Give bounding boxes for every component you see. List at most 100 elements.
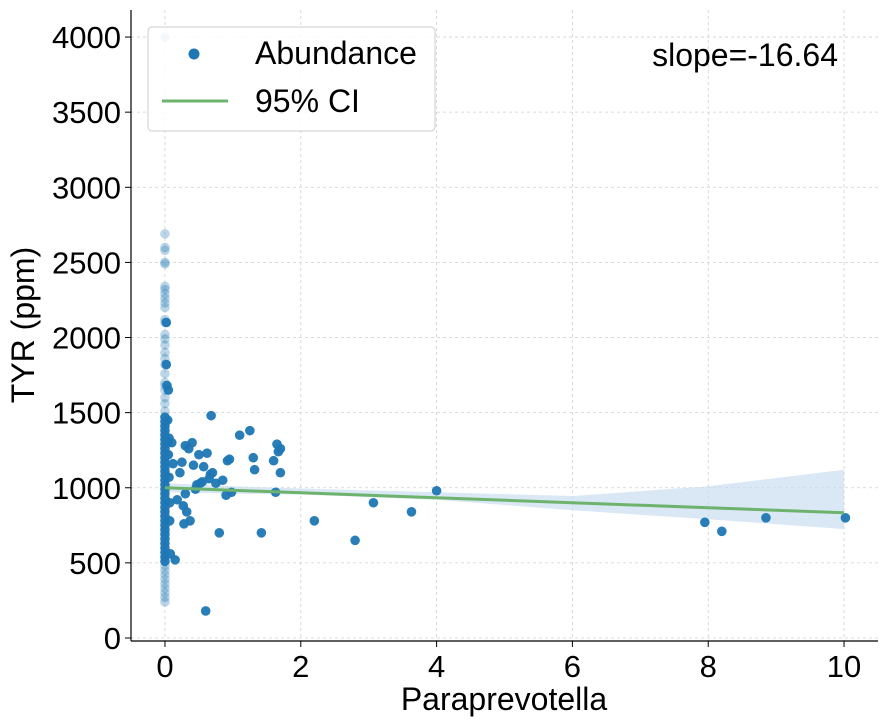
legend-box <box>147 26 436 132</box>
data-point <box>256 528 267 538</box>
data-point <box>160 302 170 313</box>
ticks: 0 2 4 6 8 10 0 500 1000 1500 2000 2500 3000 3500 4000 <box>52 20 861 684</box>
data-point <box>160 293 170 304</box>
data-point <box>168 458 178 469</box>
data-point <box>160 570 170 580</box>
data-point <box>160 398 170 409</box>
y-tick-label: 500 <box>69 546 121 581</box>
data-point <box>160 561 170 571</box>
data-point <box>160 259 170 269</box>
data-point <box>224 454 235 465</box>
x-tick-label: 4 <box>428 649 445 684</box>
data-point <box>164 497 175 508</box>
data-point <box>160 583 170 594</box>
x-tick-label: 10 <box>827 649 861 684</box>
regression-line-layer <box>164 486 845 515</box>
data-point <box>160 588 170 598</box>
data-point <box>175 467 185 478</box>
data-point <box>160 565 170 576</box>
data-point <box>160 245 170 256</box>
axes <box>130 10 878 642</box>
y-tick-label: 2500 <box>52 245 121 280</box>
data-point <box>206 410 216 421</box>
data-point <box>198 461 209 472</box>
data-point <box>309 516 320 526</box>
data-point <box>268 455 279 466</box>
data-point <box>160 298 170 308</box>
data-point <box>181 506 192 517</box>
data-point <box>160 340 170 350</box>
data-point <box>170 555 180 565</box>
data-point <box>717 526 727 537</box>
x-axis-label: Paraprevotella <box>401 681 608 717</box>
data-point <box>160 289 170 299</box>
data-point <box>160 281 170 292</box>
data-point <box>160 242 170 253</box>
data-point <box>185 516 195 526</box>
data-point <box>431 485 442 496</box>
legend: Abundance 95% CI <box>147 26 436 132</box>
data-point <box>160 368 170 379</box>
y-tick-label: 3000 <box>52 170 121 205</box>
data-point <box>163 449 174 460</box>
data-point <box>160 347 170 358</box>
y-tick-label: 4000 <box>52 20 121 55</box>
data-point <box>160 574 170 585</box>
points-layer <box>160 32 851 616</box>
legend-label-abundance: Abundance <box>255 35 417 71</box>
data-point <box>761 513 771 523</box>
regression-line <box>164 486 845 515</box>
x-tick-label: 0 <box>156 649 173 684</box>
data-point <box>194 449 204 460</box>
data-point <box>160 257 170 268</box>
data-point <box>700 517 710 528</box>
data-point <box>164 516 175 526</box>
y-tick-label: 2000 <box>52 321 121 356</box>
data-point <box>217 475 228 486</box>
data-point <box>160 556 170 567</box>
data-point <box>163 385 174 395</box>
data-point <box>160 229 170 239</box>
data-point <box>160 334 170 344</box>
data-point <box>350 535 360 546</box>
data-point <box>160 592 170 603</box>
data-point <box>180 488 191 499</box>
data-point <box>248 452 259 463</box>
data-point <box>160 392 170 403</box>
data-point <box>188 460 199 471</box>
data-point <box>166 437 177 448</box>
data-point <box>160 579 170 589</box>
y-tick-label: 1000 <box>52 471 121 506</box>
data-point <box>160 329 170 340</box>
data-point <box>249 464 260 475</box>
data-point <box>275 443 286 454</box>
grid <box>131 10 878 641</box>
x-tick-label: 6 <box>564 649 581 684</box>
data-point <box>160 597 170 607</box>
data-point <box>245 425 255 436</box>
data-point <box>164 472 174 483</box>
y-tick-label: 3500 <box>52 95 121 130</box>
y-axis-label: TYR (ppm) <box>5 247 41 403</box>
legend-marker-abundance <box>188 48 200 60</box>
data-point <box>172 494 182 505</box>
y-tick-label: 0 <box>104 621 121 656</box>
data-point <box>275 467 286 478</box>
data-point <box>207 467 218 478</box>
data-point <box>161 317 172 328</box>
x-tick-label: 8 <box>700 649 717 684</box>
legend-label-ci: 95% CI <box>255 83 360 119</box>
data-point <box>368 497 379 508</box>
data-point <box>160 284 170 295</box>
x-tick-label: 2 <box>292 649 309 684</box>
data-point <box>161 359 172 370</box>
slope-annotation: slope=-16.64 <box>652 37 838 73</box>
data-point <box>234 430 245 440</box>
data-point <box>840 513 851 523</box>
data-point <box>177 457 187 468</box>
data-point <box>200 606 211 616</box>
data-point <box>162 415 173 425</box>
data-point <box>187 437 197 448</box>
data-point <box>202 448 212 459</box>
